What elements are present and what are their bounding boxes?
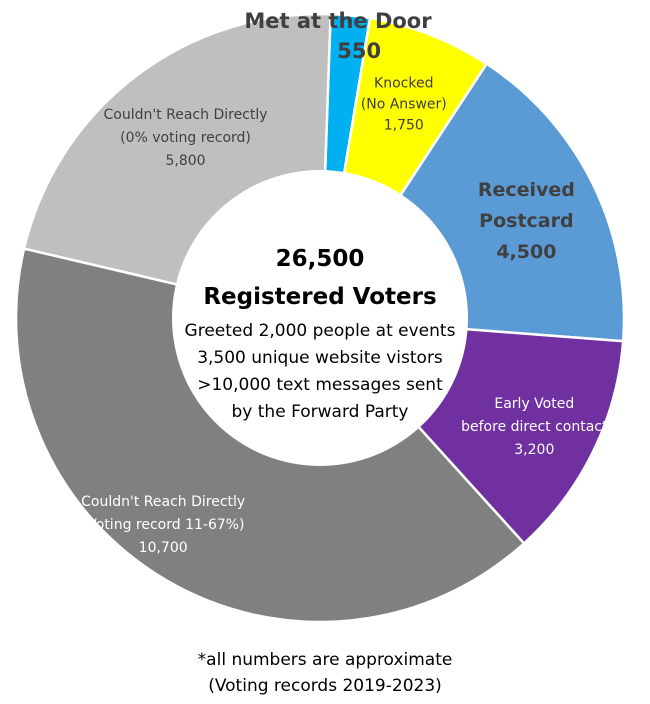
label-couldn-t-reach-directly-0-voting-record-line-2: (0% voting record)	[120, 130, 251, 146]
slice-labels: Met at the Door 550 Knocked (No Answer) 1,75…	[81, 9, 608, 556]
label-couldn-t-reach-directly-voting-record-11-67-value: 10,700	[139, 540, 188, 556]
label-couldn-t-reach-directly-0-voting-record-line-1: Couldn't Reach Directly	[103, 107, 267, 123]
label-received-postcard-line-1: Received	[478, 179, 575, 201]
label-couldn-t-reach-directly-voting-record-11-67-line-2: (Voting record 11-67%)	[82, 517, 245, 533]
center-text: 26,500 Registered Voters Greeted 2,000 peo…	[185, 246, 456, 422]
center-line-3: >10,000 text messages sent	[197, 375, 443, 395]
label-met-at-the-door-name: Met at the Door	[244, 9, 432, 33]
center-line-1: Greeted 2,000 people at events	[185, 321, 456, 341]
donut-hole	[172, 170, 468, 466]
center-line-4: by the Forward Party	[232, 402, 409, 422]
label-received-postcard-line-2: Postcard	[479, 210, 573, 232]
label-early-voted-before-direct-contact-line-2: before direct contact	[461, 419, 608, 435]
center-line-2: 3,500 unique website vistors	[197, 348, 443, 368]
label-knocked-no-answer-value: 1,750	[384, 118, 424, 134]
label-knocked-no-answer-line-2: (No Answer)	[361, 97, 447, 113]
label-met-at-the-door-value: 550	[337, 39, 381, 63]
label-couldn-t-reach-directly-0-voting-record-value: 5,800	[165, 153, 205, 169]
label-early-voted-before-direct-contact-line-1: Early Voted	[494, 396, 574, 412]
center-title: Registered Voters	[203, 284, 436, 310]
label-knocked-no-answer-line-1: Knocked	[374, 76, 433, 92]
center-total: 26,500	[276, 246, 365, 272]
label-early-voted-before-direct-contact-value: 3,200	[514, 442, 554, 458]
footnote-approximate: *all numbers are approximate	[197, 650, 453, 670]
label-couldn-t-reach-directly-voting-record-11-67-line-1: Couldn't Reach Directly	[81, 494, 245, 510]
footnote-voting-records: (Voting records 2019-2023)	[208, 676, 442, 696]
label-received-postcard-value: 4,500	[496, 241, 556, 263]
